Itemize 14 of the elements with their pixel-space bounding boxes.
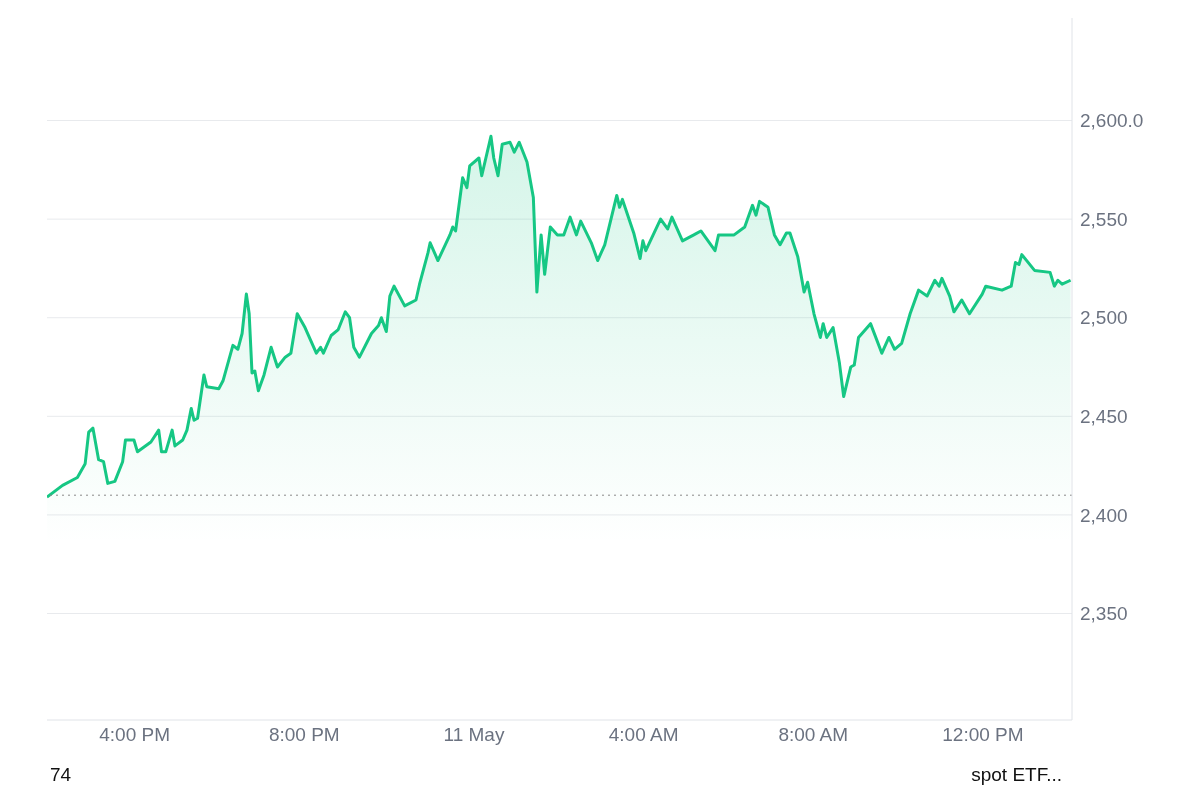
text: spot ETF... bbox=[971, 764, 1062, 786]
x-tick-label: 11 May bbox=[443, 724, 505, 746]
x-tick-label: 8:00 PM bbox=[268, 724, 340, 746]
y-tick-label: 2,600.0 bbox=[1080, 110, 1144, 132]
y-tick-label: 2,400 bbox=[1080, 504, 1128, 526]
y-tick-label: 2,350 bbox=[1080, 603, 1128, 625]
x-tick-label: 8:00 AM bbox=[778, 724, 849, 746]
y-tick-label: 2,450 bbox=[1080, 406, 1128, 428]
x-tick-label: 12:00 PM bbox=[942, 724, 1024, 746]
x-tick-label: 4:00 PM bbox=[99, 724, 171, 746]
y-tick-label: 2,500 bbox=[1080, 307, 1128, 329]
text: 74 bbox=[50, 764, 72, 786]
x-tick-label: 4:00 AM bbox=[608, 724, 679, 746]
y-tick-label: 2,550 bbox=[1080, 208, 1128, 230]
